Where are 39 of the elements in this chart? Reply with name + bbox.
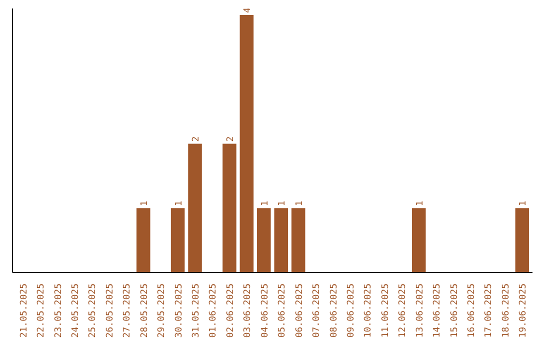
x-tick-label: 07.06.2025 bbox=[312, 283, 322, 338]
data-label: 1 bbox=[294, 200, 305, 206]
x-tick-label: 16.06.2025 bbox=[467, 283, 478, 338]
data-label: 1 bbox=[140, 200, 150, 206]
x-tick-label: 12.06.2025 bbox=[398, 283, 408, 338]
x-tick-label: 15.06.2025 bbox=[450, 283, 460, 338]
data-label: 1 bbox=[260, 200, 270, 206]
x-tick-label: 01.06.2025 bbox=[208, 283, 219, 338]
x-tick-label: 26.05.2025 bbox=[105, 283, 116, 338]
x-tick-label: 14.06.2025 bbox=[432, 283, 443, 338]
data-label: 2 bbox=[192, 136, 202, 142]
x-tick-label: 05.06.2025 bbox=[278, 283, 288, 338]
data-label: 1 bbox=[415, 200, 426, 206]
x-tick-label: 22.05.2025 bbox=[36, 283, 47, 338]
x-tick-label: 17.06.2025 bbox=[484, 283, 494, 338]
x-tick-label: 31.05.2025 bbox=[192, 283, 202, 338]
x-tick-label: 09.06.2025 bbox=[346, 283, 356, 338]
x-tick-label: 18.06.2025 bbox=[501, 283, 512, 338]
x-tick-label: 27.05.2025 bbox=[122, 283, 133, 338]
x-tick-label: 06.06.2025 bbox=[294, 283, 305, 338]
x-tick-label: 03.06.2025 bbox=[243, 283, 254, 338]
x-tick-label: 25.05.2025 bbox=[88, 283, 98, 338]
x-tick-label: 08.06.2025 bbox=[329, 283, 340, 338]
x-tick-label: 04.06.2025 bbox=[260, 283, 270, 338]
x-tick-label: 21.05.2025 bbox=[19, 283, 30, 338]
x-tick-label: 30.05.2025 bbox=[174, 283, 184, 338]
x-tick-label: 10.06.2025 bbox=[364, 283, 374, 338]
x-tick-label: 28.05.2025 bbox=[140, 283, 150, 338]
data-label: 2 bbox=[226, 136, 236, 142]
x-tick-label: 19.06.2025 bbox=[518, 283, 529, 338]
x-tick-label: 11.06.2025 bbox=[380, 283, 391, 338]
data-label: 1 bbox=[278, 200, 288, 206]
x-tick-label: 13.06.2025 bbox=[415, 283, 426, 338]
data-label: 1 bbox=[518, 200, 529, 206]
x-tick-label: 23.05.2025 bbox=[54, 283, 64, 338]
data-label: 1 bbox=[174, 200, 184, 206]
x-tick-label: 02.06.2025 bbox=[226, 283, 236, 338]
x-tick-label: 29.05.2025 bbox=[157, 283, 168, 338]
x-tick-label: 24.05.2025 bbox=[70, 283, 81, 338]
